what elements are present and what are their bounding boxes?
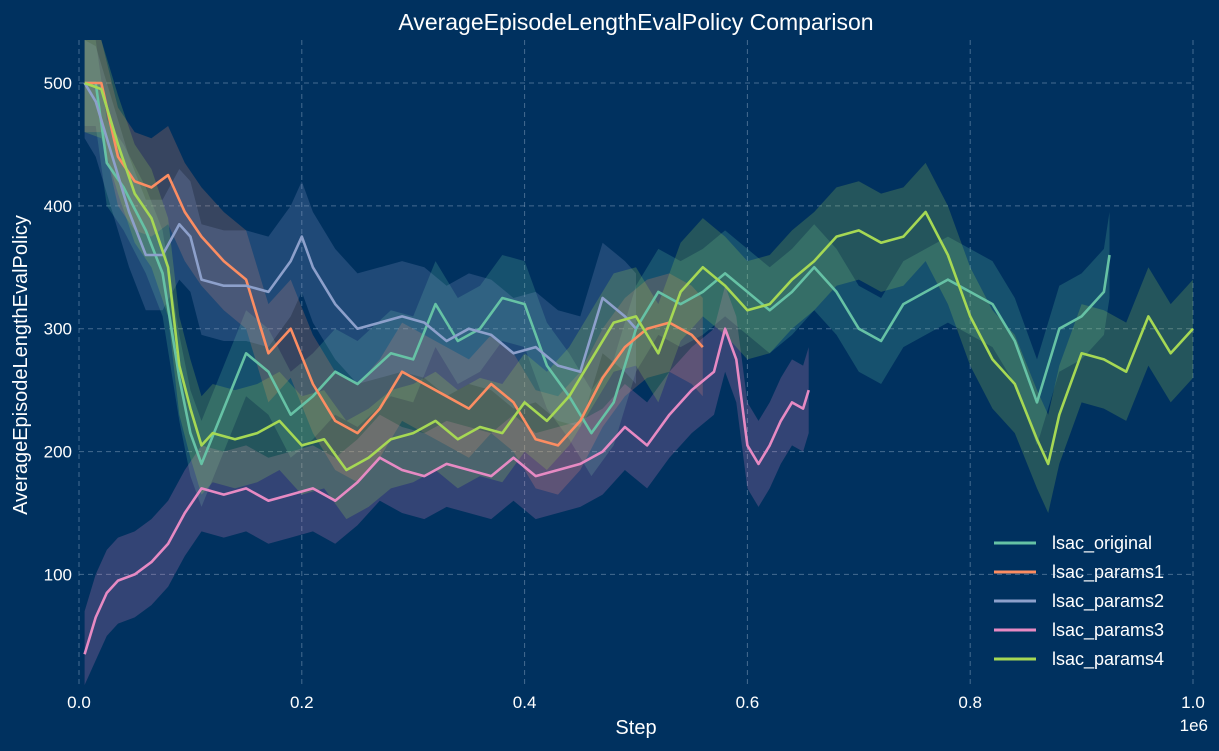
legend-label-lsac_params3: lsac_params3	[1052, 620, 1164, 641]
chart-title: AverageEpisodeLengthEvalPolicy Compariso…	[398, 9, 873, 35]
band-lsac_params1	[84, 40, 703, 495]
x-axis-ticks: 0.0 0.2 0.4 0.6 0.8 1.0	[67, 693, 1205, 712]
legend-label-lsac_original: lsac_original	[1052, 533, 1152, 554]
legend-label-lsac_params1: lsac_params1	[1052, 562, 1164, 583]
band-lsac_params2	[84, 40, 637, 427]
x-tick-label: 1.0	[1181, 693, 1205, 712]
y-tick-label: 100	[44, 565, 72, 584]
confidence-bands	[84, 40, 1194, 685]
y-axis-ticks: 100 200 300 400 500	[44, 74, 72, 584]
y-axis-label: AverageEpisodeLengthEvalPolicy	[10, 215, 32, 515]
band-lsac_params4	[84, 40, 1194, 520]
series-line-lsac_params3	[83, 327, 810, 655]
legend-label-lsac_params4: lsac_params4	[1052, 649, 1164, 670]
y-tick-label: 500	[44, 74, 72, 93]
legend-label-lsac_params2: lsac_params2	[1052, 591, 1164, 612]
series-line-lsac_original	[84, 81, 1111, 466]
x-tick-label: 0.0	[67, 693, 91, 712]
y-tick-label: 200	[44, 443, 72, 462]
x-tick-label: 0.2	[290, 693, 314, 712]
band-lsac_original	[84, 40, 1110, 507]
series-lines	[83, 81, 1194, 655]
band-lsac_params3	[84, 285, 809, 685]
y-tick-label: 400	[44, 197, 72, 216]
y-tick-label: 300	[44, 320, 72, 339]
x-axis-scale-label: 1e6	[1180, 716, 1208, 735]
series-line-lsac_params4	[84, 81, 1194, 472]
x-tick-label: 0.6	[736, 693, 760, 712]
x-tick-label: 0.8	[958, 693, 982, 712]
x-tick-label: 0.4	[513, 693, 537, 712]
series-line-lsac_params2	[83, 82, 637, 374]
series-line-lsac_params1	[84, 81, 704, 447]
x-axis-label: Step	[615, 717, 656, 739]
legend: lsac_original lsac_params1 lsac_params2lsa…	[994, 533, 1164, 670]
